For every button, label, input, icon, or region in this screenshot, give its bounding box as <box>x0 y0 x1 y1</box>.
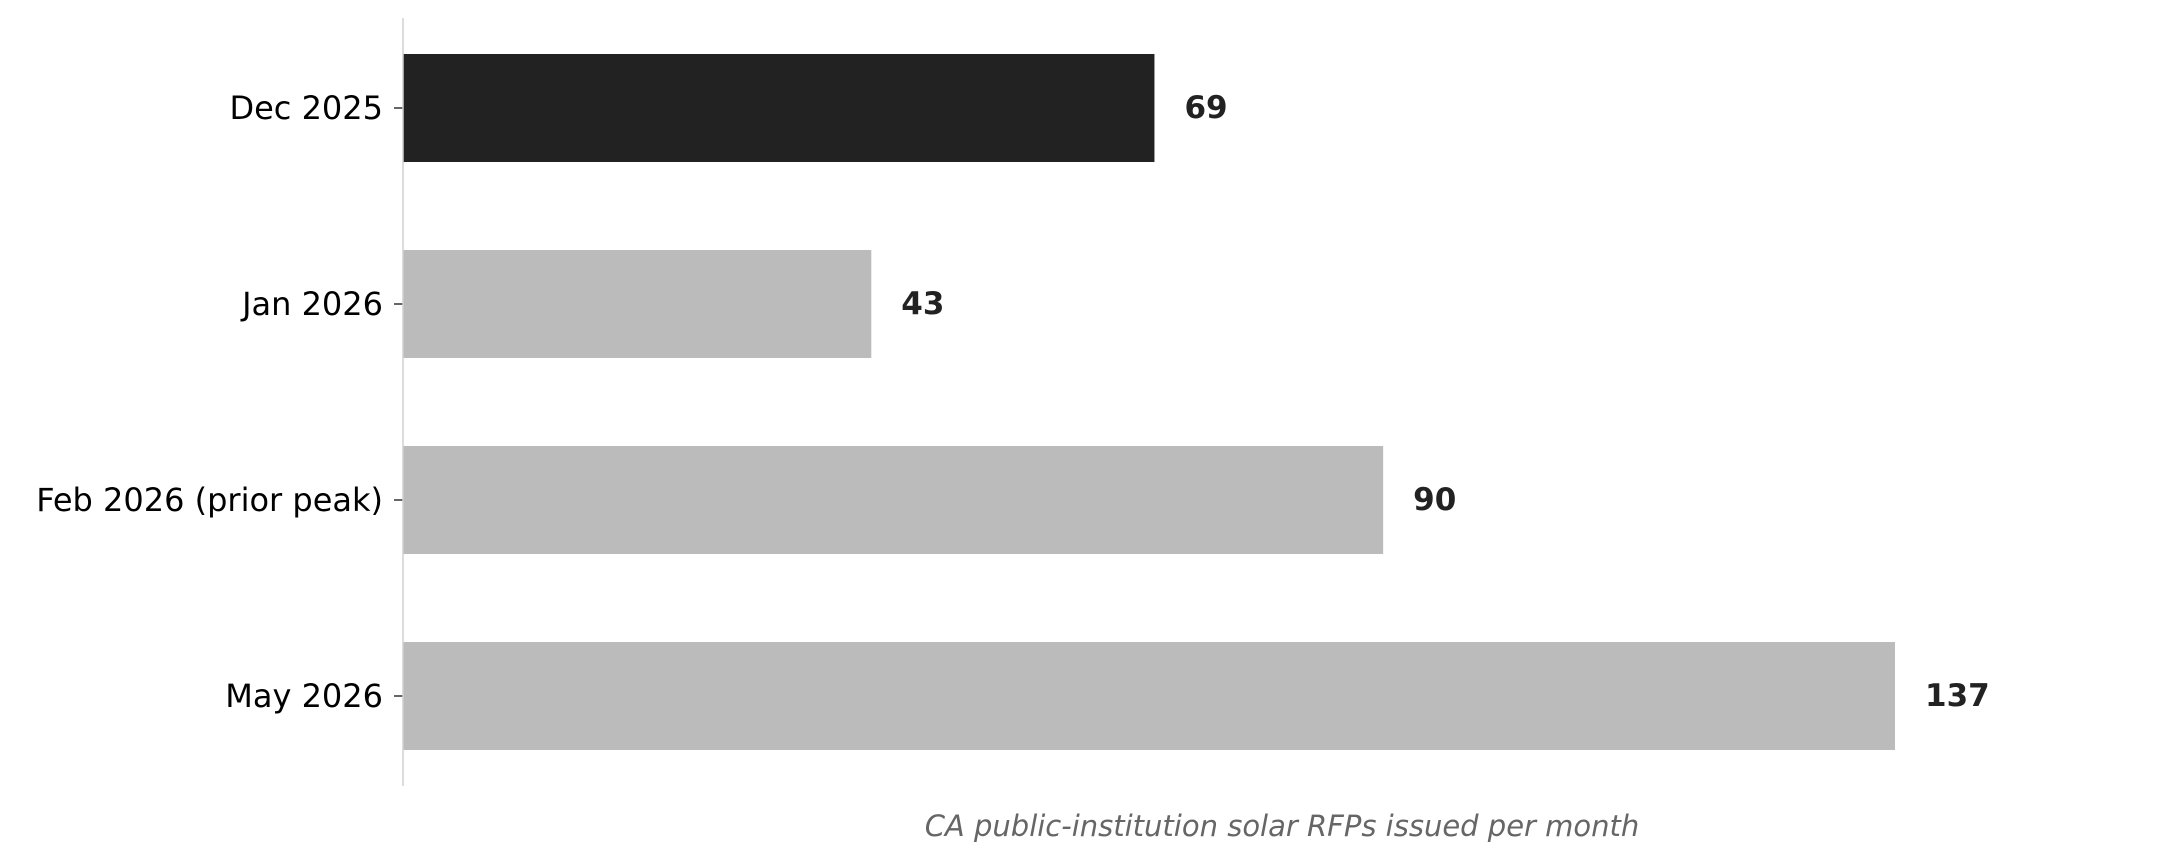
bar-jan-2026 <box>403 250 872 358</box>
category-label-feb-2026-prior-peak: Feb 2026 (prior peak) <box>36 481 383 519</box>
y-ticks-group <box>394 107 403 697</box>
x-axis-label: CA public-institution solar RFPs issued … <box>925 809 1640 843</box>
bars-group <box>403 54 1895 750</box>
value-labels-group: 69 43 90 137 <box>901 90 1989 714</box>
category-label-jan-2026: Jan 2026 <box>240 285 383 323</box>
bar-dec-2025 <box>403 54 1155 162</box>
value-label-dec-2025: 69 <box>1184 90 1227 126</box>
value-label-jan-2026: 43 <box>901 286 944 322</box>
category-label-dec-2025: Dec 2025 <box>229 89 383 127</box>
value-label-may-2026: 137 <box>1925 678 1990 714</box>
value-label-feb-2026-prior-peak: 90 <box>1413 482 1456 518</box>
category-label-may-2026: May 2026 <box>225 677 383 715</box>
category-labels-group: Dec 2025 Jan 2026 Feb 2026 (prior peak) May… <box>36 89 383 715</box>
bar-feb-2026-prior-peak <box>403 446 1384 554</box>
bar-may-2026 <box>403 642 1895 750</box>
